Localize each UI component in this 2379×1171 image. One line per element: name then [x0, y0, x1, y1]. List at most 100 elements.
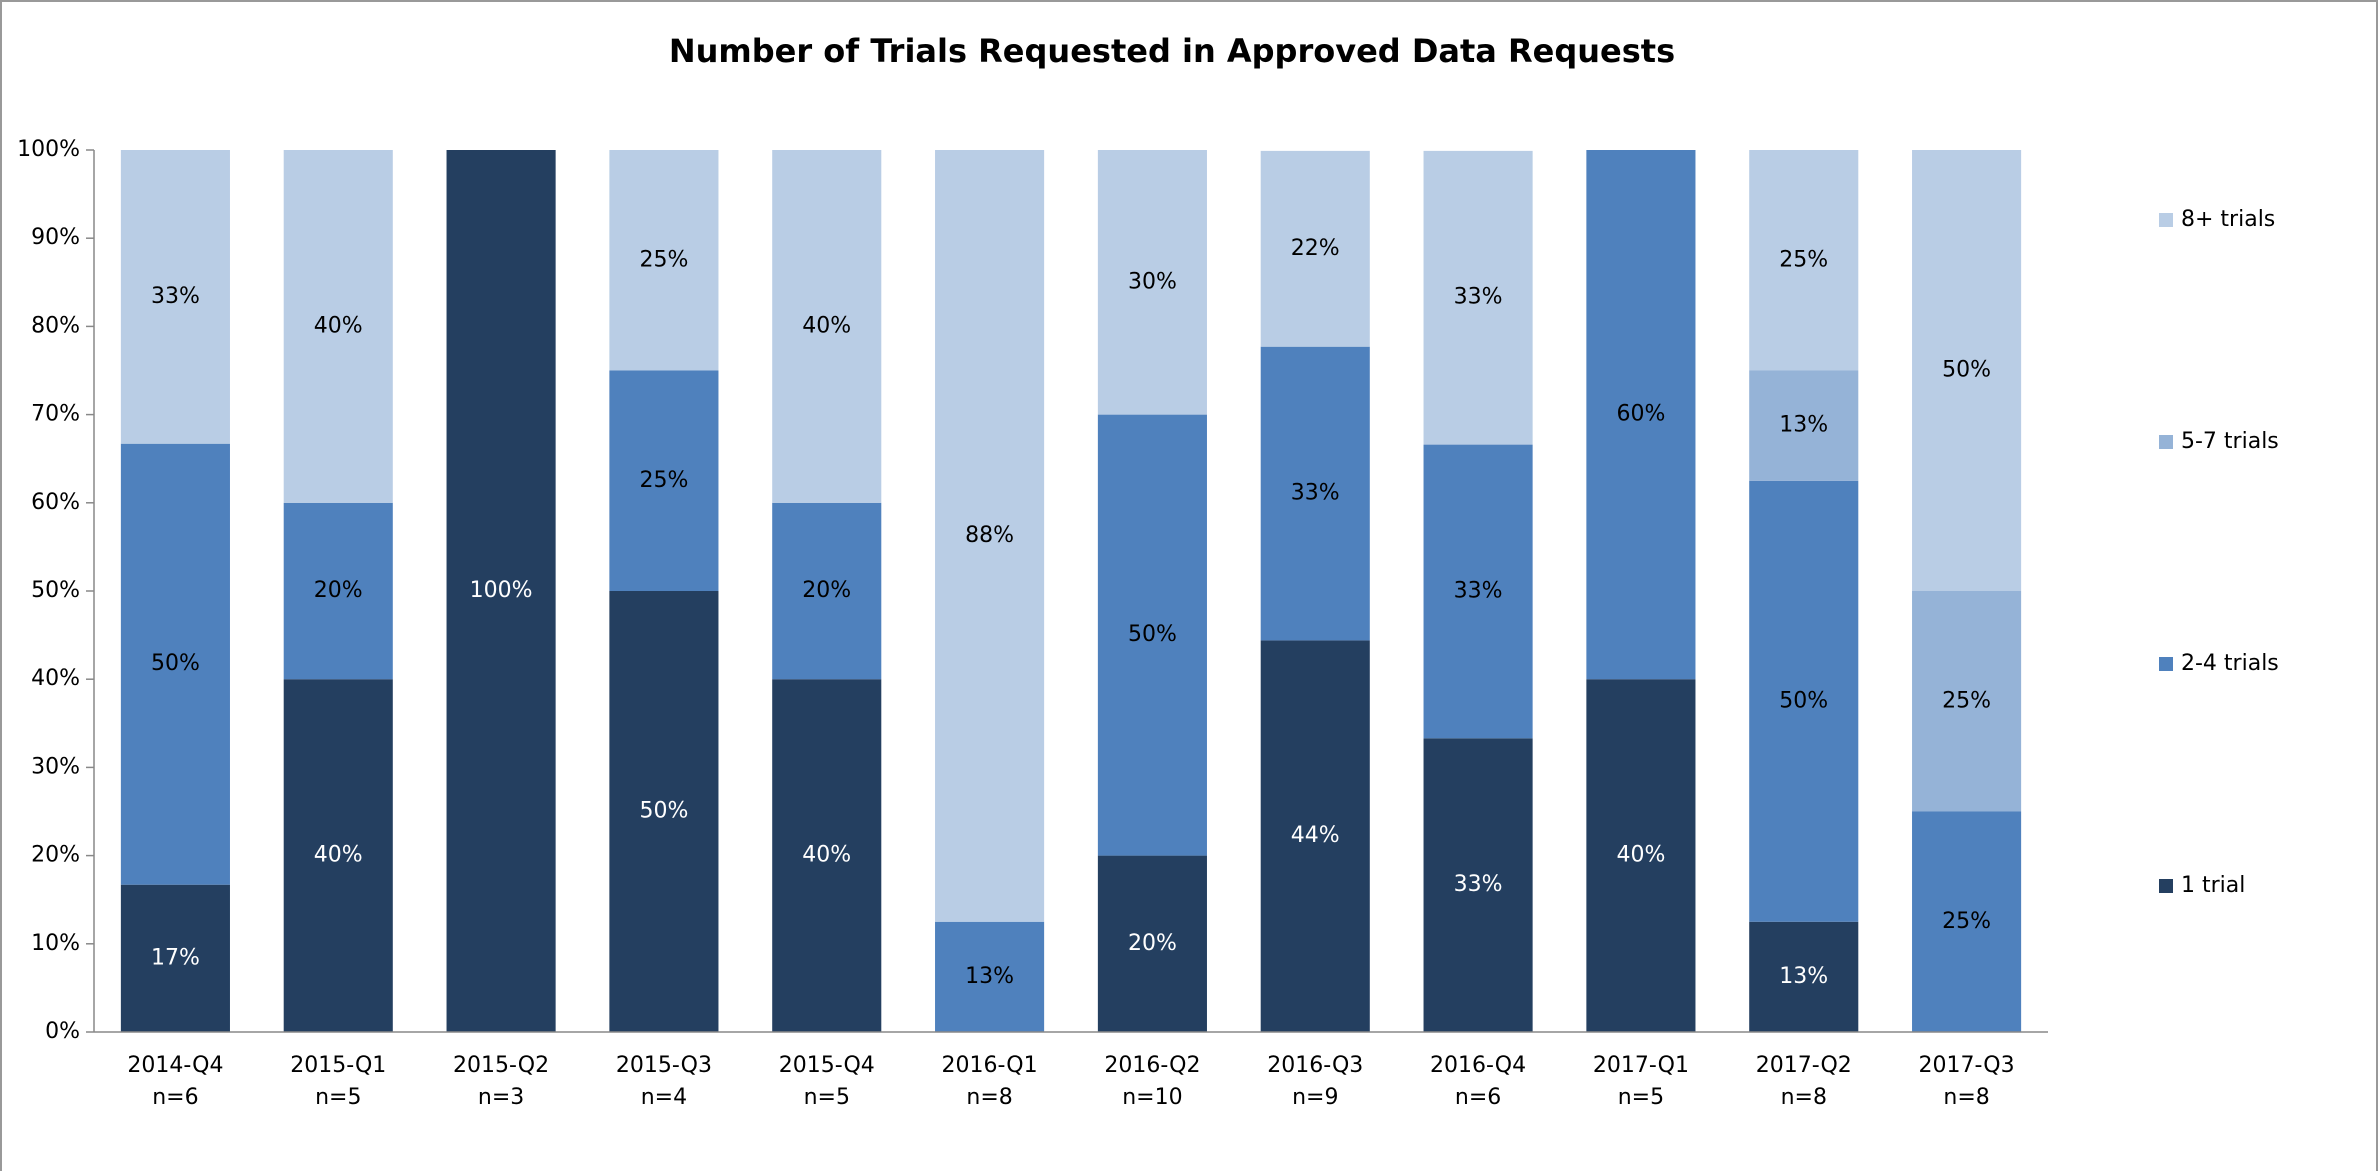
x-sample-size: n=8	[1943, 1085, 1989, 1110]
x-sample-size: n=8	[966, 1085, 1012, 1110]
x-sample-size: n=6	[152, 1085, 198, 1110]
x-tick-label: 2015-Q2	[453, 1053, 549, 1078]
data-label: 25%	[1942, 909, 1991, 934]
bar-segment	[772, 150, 882, 503]
data-label: 13%	[1779, 413, 1828, 438]
data-label: 40%	[802, 313, 851, 338]
x-sample-size: n=3	[478, 1085, 524, 1110]
y-tick-label: 60%	[31, 490, 80, 515]
bar-segment	[446, 150, 556, 1032]
data-label: 33%	[1454, 285, 1503, 310]
x-sample-size: n=5	[1618, 1085, 1664, 1110]
x-sample-size: n=5	[804, 1085, 850, 1110]
bar-segment	[1260, 150, 1370, 347]
legend-label: 1 trial	[2181, 873, 2245, 898]
x-tick-label: 2017-Q3	[1919, 1053, 2015, 1078]
bar-segment	[609, 150, 719, 371]
bar-segment	[1097, 150, 1207, 415]
legend-swatch	[2159, 657, 2173, 671]
bar-segment	[1749, 921, 1859, 1032]
x-tick-label: 2014-Q4	[127, 1053, 223, 1078]
data-label: 50%	[639, 799, 688, 824]
data-label: 50%	[1128, 622, 1177, 647]
data-label: 30%	[1128, 269, 1177, 294]
bar-segment	[1749, 150, 1859, 371]
bar-segment	[1423, 738, 1533, 1032]
data-label: 22%	[1291, 236, 1340, 261]
data-label: 50%	[151, 651, 200, 676]
bar-segment	[1912, 591, 2022, 812]
x-tick-label: 2015-Q4	[779, 1053, 875, 1078]
data-label: 33%	[1291, 481, 1340, 506]
x-tick-label: 2016-Q2	[1104, 1053, 1200, 1078]
x-tick-label: 2017-Q2	[1756, 1053, 1852, 1078]
bar-segment	[1586, 679, 1696, 1032]
bar-segment	[1423, 150, 1533, 445]
x-tick-label: 2016-Q3	[1267, 1053, 1363, 1078]
y-tick-label: 40%	[31, 666, 80, 691]
legend-label: 5-7 trials	[2181, 429, 2279, 454]
bar-segment	[935, 150, 1045, 922]
bar-segment	[1260, 346, 1370, 641]
x-sample-size: n=9	[1292, 1085, 1338, 1110]
x-sample-size: n=4	[641, 1085, 687, 1110]
x-tick-label: 2016-Q1	[942, 1053, 1038, 1078]
bar-segment	[1749, 480, 1859, 922]
data-label: 40%	[314, 843, 363, 868]
legend-label: 8+ trials	[2181, 207, 2275, 232]
bar-segment	[1912, 811, 2022, 1032]
bar-segment	[1097, 855, 1207, 1032]
bar-segment	[772, 502, 882, 680]
bar-segment	[1260, 640, 1370, 1032]
x-sample-size: n=6	[1455, 1085, 1501, 1110]
y-tick-label: 20%	[31, 843, 80, 868]
bar-segment	[609, 370, 719, 591]
data-label: 20%	[802, 578, 851, 603]
data-label: 44%	[1291, 823, 1340, 848]
data-label: 40%	[1616, 843, 1665, 868]
legend-label: 2-4 trials	[2181, 651, 2279, 676]
bar-segment	[1912, 150, 2022, 591]
y-tick-label: 80%	[31, 313, 80, 338]
x-tick-label: 2016-Q4	[1430, 1053, 1526, 1078]
bar-segment	[120, 150, 230, 444]
data-label: 13%	[1779, 964, 1828, 989]
data-label: 20%	[314, 578, 363, 603]
data-label: 25%	[639, 247, 688, 272]
data-label: 25%	[639, 468, 688, 493]
y-tick-label: 90%	[31, 225, 80, 250]
data-label: 13%	[965, 964, 1014, 989]
bar-segment	[772, 679, 882, 1032]
data-label: 25%	[1942, 688, 1991, 713]
legend-swatch	[2159, 213, 2173, 227]
y-tick-label: 30%	[31, 754, 80, 779]
data-label: 100%	[470, 578, 533, 603]
data-label: 60%	[1616, 402, 1665, 427]
chart-title: Number of Trials Requested in Approved D…	[669, 32, 1675, 70]
data-label: 33%	[1454, 578, 1503, 603]
data-label: 88%	[965, 523, 1014, 548]
x-sample-size: n=10	[1122, 1085, 1182, 1110]
bar-segment	[935, 921, 1045, 1032]
bar-segment	[1097, 414, 1207, 856]
bar-segment	[1749, 370, 1859, 481]
x-sample-size: n=8	[1781, 1085, 1827, 1110]
data-label: 50%	[1779, 688, 1828, 713]
legend-swatch	[2159, 435, 2173, 449]
data-label: 17%	[151, 945, 200, 970]
bar-segment	[1586, 150, 1696, 680]
data-label: 33%	[151, 284, 200, 309]
bar-segment	[283, 150, 393, 503]
bar-segment	[120, 443, 230, 885]
bar-segment	[1423, 444, 1533, 739]
x-tick-label: 2017-Q1	[1593, 1053, 1689, 1078]
legend-swatch	[2159, 879, 2173, 893]
data-label: 25%	[1779, 247, 1828, 272]
x-tick-label: 2015-Q1	[290, 1053, 386, 1078]
data-label: 20%	[1128, 931, 1177, 956]
y-tick-label: 10%	[31, 931, 80, 956]
y-tick-label: 50%	[31, 578, 80, 603]
x-sample-size: n=5	[315, 1085, 361, 1110]
data-label: 33%	[1454, 872, 1503, 897]
data-label: 50%	[1942, 358, 1991, 383]
